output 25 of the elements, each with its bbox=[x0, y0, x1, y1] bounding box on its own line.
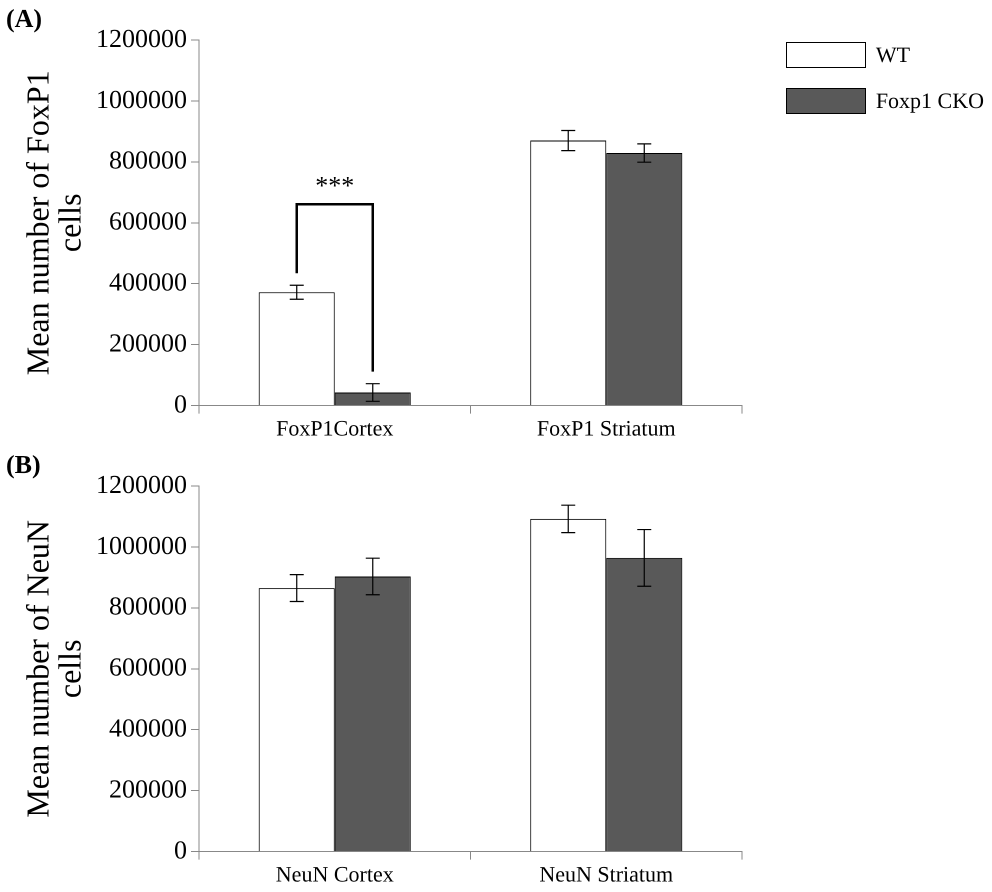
y-axis-title: Mean number of FoxP1 cells bbox=[19, 70, 88, 376]
y-tick-label: 800000 bbox=[109, 592, 187, 621]
y-tick-label: 200000 bbox=[109, 328, 187, 358]
y-tick-label: 200000 bbox=[109, 774, 187, 804]
y-tick-label: 0 bbox=[174, 389, 187, 418]
y-tick-label: 800000 bbox=[109, 146, 187, 175]
y-tick-label: 1200000 bbox=[96, 470, 187, 499]
text: WT bbox=[876, 42, 910, 68]
x-tick-label: NeuN Striatum bbox=[539, 862, 674, 887]
x-tick-label: FoxP1 Striatum bbox=[536, 416, 676, 441]
y-tick-label: 1000000 bbox=[96, 84, 187, 114]
y-tick-label: 600000 bbox=[109, 206, 187, 236]
chart-title: (A) bbox=[6, 4, 42, 34]
x-tick-label: NeuN Cortex bbox=[276, 862, 394, 887]
y-axis-title: Mean number of NeuN cells bbox=[19, 520, 88, 818]
y-tick-label: 1200000 bbox=[96, 24, 187, 53]
y-tick-label: 400000 bbox=[109, 714, 187, 743]
y-tick-label: 400000 bbox=[109, 268, 187, 297]
annotation: *** bbox=[315, 171, 354, 200]
x-tick-label: FoxP1Cortex bbox=[276, 416, 394, 441]
y-tick-label: 1000000 bbox=[96, 530, 187, 560]
chart-title: (B) bbox=[6, 450, 41, 480]
y-tick-label: 600000 bbox=[109, 652, 187, 682]
y-tick-label: 0 bbox=[174, 835, 187, 864]
legend-label: Foxp1 CKO bbox=[876, 88, 984, 114]
